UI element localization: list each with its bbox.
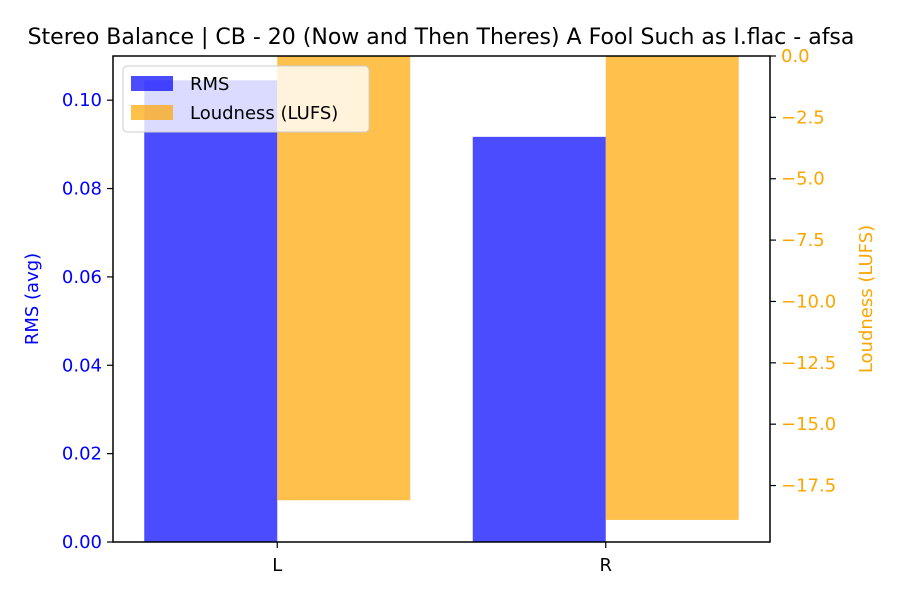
x-tick-label-L: L xyxy=(272,555,282,576)
x-tick-label-R: R xyxy=(599,555,612,576)
left-y-tick-label: 0.06 xyxy=(62,267,102,288)
right-y-tick-label: 0.0 xyxy=(781,46,810,67)
rms-bar-L xyxy=(144,80,278,543)
right-y-tick-label: −15.0 xyxy=(781,414,836,435)
left-y-tick-label: 0.02 xyxy=(62,444,102,465)
right-y-tick-label: −5.0 xyxy=(781,169,825,190)
legend-swatch-0 xyxy=(131,76,173,91)
plot-frame xyxy=(112,55,771,543)
right-y-tick-label: −2.5 xyxy=(781,107,825,128)
axes-layer: L R 0.00 0.02 0.04 0.06 0.08 0.10 0.0 −2.5 −5.0 −7.… xyxy=(62,46,836,576)
legend: RMS Loudness (LUFS) xyxy=(122,65,370,133)
left-axis-label: RMS (avg) xyxy=(22,253,43,345)
legend-label-1: Loudness (LUFS) xyxy=(190,103,338,124)
right-axis-label: Loudness (LUFS) xyxy=(856,225,877,373)
left-y-tick-label: 0.04 xyxy=(62,355,102,376)
right-y-tick-label: −10.0 xyxy=(781,291,836,312)
left-y-tick-label: 0.00 xyxy=(62,532,102,553)
right-y-tick-label: −12.5 xyxy=(781,353,836,374)
left-y-tick-label: 0.10 xyxy=(62,90,102,111)
left-y-tick-label: 0.08 xyxy=(62,179,102,200)
right-y-tick-label: −17.5 xyxy=(781,476,836,497)
rms-bar-R xyxy=(472,136,606,542)
right-y-tick-label: −7.5 xyxy=(781,230,825,251)
chart-title: Stereo Balance | CB - 20 (Now and Then T… xyxy=(28,25,855,50)
loudness-bar-R xyxy=(605,56,739,520)
legend-swatch-1 xyxy=(131,105,173,120)
legend-label-0: RMS xyxy=(190,74,229,95)
bars-layer xyxy=(144,56,739,543)
legend-box xyxy=(122,65,370,133)
